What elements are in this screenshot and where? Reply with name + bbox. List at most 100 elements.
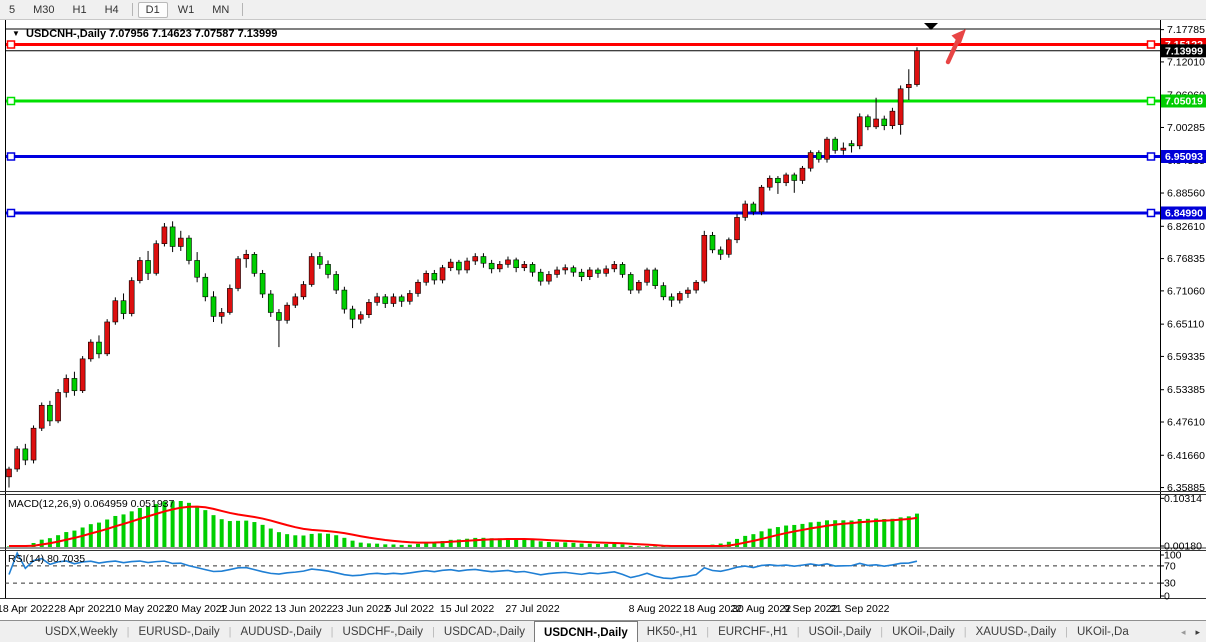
price-badge [1161,206,1206,220]
candle-bear [251,254,258,274]
tab-separator: | [963,626,967,638]
macd-histogram-bar [465,538,470,547]
hline-handle[interactable] [6,208,16,218]
macd-tick-label: 0.10314 [1164,493,1202,505]
chart-tab-xauusd-daily[interactable]: XAUUSD-,Daily [975,626,1057,638]
y-tick-label: 6.88560 [1167,188,1205,200]
tab-scroll-right-icon[interactable]: ▸ [1195,626,1200,637]
macd-histogram-bar [285,534,290,547]
chart-tab-hk50-h1[interactable]: HK50-,H1 [646,626,698,638]
timeframe-button-mn[interactable]: MN [212,3,230,16]
y-tick-label: 6.71060 [1167,285,1205,297]
hline-handle[interactable] [1146,208,1156,218]
date-label: 13 Jun 2022 [275,603,333,615]
date-label: 21 Sep 2022 [830,603,890,615]
macd-histogram-bar [505,538,510,547]
macd-histogram-bar [497,538,502,547]
candle-bull [300,284,307,298]
candle-bear [341,289,348,310]
y-tick-label: 7.00285 [1167,122,1205,134]
candle-bull [218,312,225,317]
candle-bull [676,293,683,301]
chart-tab-usdchf-daily[interactable]: USDCHF-,Daily [342,626,424,638]
timeframe-button-d1[interactable]: D1 [137,1,168,18]
chart-background [0,20,1206,620]
macd-histogram-bar [154,504,159,547]
y-tick-label: 6.59335 [1167,351,1205,363]
tab-separator: | [330,626,334,638]
macd-histogram-bar [882,519,887,547]
rsi-tick-label: 30 [1164,578,1176,590]
chart-tab-usdcnh-daily[interactable]: USDCNH-,Daily [534,621,638,642]
macd-signal-line [9,505,918,547]
hline-6.84990[interactable] [5,208,1160,218]
candle-bear [398,296,405,302]
candle-bear [750,203,757,213]
chart-tab-audusd-daily[interactable]: AUDUSD-,Daily [240,626,322,638]
y-tick-label: 6.76835 [1167,253,1205,265]
macd-histogram-bar [80,527,85,547]
timeframe-button-h4[interactable]: H4 [104,3,119,16]
macd-histogram-bar [407,544,412,547]
macd-histogram-bar [538,541,543,547]
chart-tab-ukoil-da[interactable]: UKOil-,Da [1076,626,1129,638]
hline-7.05019[interactable] [5,96,1160,106]
candle-bull [447,261,454,269]
hline-handle[interactable] [1146,152,1156,161]
candle-bull [235,258,241,289]
candle-bull [14,448,20,470]
hline-6.95093[interactable] [5,152,1160,161]
candle-bull [415,281,421,294]
candle-bull [554,269,560,275]
price-badge-label: 6.84990 [1165,207,1203,219]
macd-histogram-bar [816,521,821,547]
candle-bull [505,259,511,265]
candle-bear [709,234,716,251]
hline-7.15122[interactable] [5,40,1160,49]
macd-histogram-bar [129,511,134,547]
hline-handle[interactable] [6,96,16,106]
macd-histogram-bar [595,544,600,547]
hline-handle[interactable] [6,40,16,49]
hline-handle[interactable] [1146,40,1156,49]
chart-canvas[interactable]: 7.177857.120107.060607.002856.943356.885… [0,20,1206,620]
timeframe-button-h1[interactable]: H1 [72,3,87,16]
macd-histogram-bar [857,519,862,547]
timeframe-button-m30[interactable]: M30 [33,3,55,16]
candle-bull [137,260,143,281]
candle-bull [546,274,552,282]
candle-bull [799,167,806,181]
chart-shift-triangle-icon[interactable] [924,23,938,30]
chart-tab-usdx-weekly[interactable]: USDX,Weekly [45,626,118,638]
chart-tabs-bar: USDX,Weekly | EURUSD-,Daily | AUDUSD-,Daily |… [0,620,1206,642]
chart-tab-ukoil-daily[interactable]: UKOil-,Daily [892,626,955,638]
hline-handle[interactable] [1146,96,1156,106]
tab-scroll-left-icon[interactable]: ◂ [1180,626,1186,637]
tab-separator: | [796,626,800,638]
chart-tab-eurusd-daily[interactable]: EURUSD-,Daily [138,626,220,638]
hline-handle[interactable] [6,152,16,161]
macd-histogram-bar [849,520,854,547]
candle-bear [537,271,544,282]
macd-histogram-bar [800,523,805,547]
chart-tab-usdcad-daily[interactable]: USDCAD-,Daily [443,626,526,638]
macd-histogram-bar [244,520,249,547]
candle-bull [308,256,315,285]
macd-histogram-bar [432,542,437,547]
macd-histogram-bar [260,524,265,547]
macd-histogram-bar [645,546,650,547]
candle-bull [366,302,372,315]
up-arrow-object[interactable] [945,29,966,65]
timeframe-button-w1[interactable]: W1 [177,3,195,16]
chart-tab-usoil-daily[interactable]: USOil-,Daily [808,626,872,638]
chart-tab-eurchf-h1[interactable]: EURCHF-,H1 [718,626,788,638]
chart-title-text: USDCNH-,Daily 7.07956 7.14623 7.07587 7.… [26,28,277,40]
macd-histogram-bar [473,537,478,547]
timeframe-button-5[interactable]: 5 [9,3,16,16]
symbol-dropdown-icon[interactable]: ▼ [12,29,20,38]
macd-histogram-bar [170,501,175,547]
macd-histogram-bar [391,544,396,547]
macd-histogram-bar [268,528,273,547]
macd-histogram-bar [186,502,191,547]
candle-bull [439,267,446,281]
